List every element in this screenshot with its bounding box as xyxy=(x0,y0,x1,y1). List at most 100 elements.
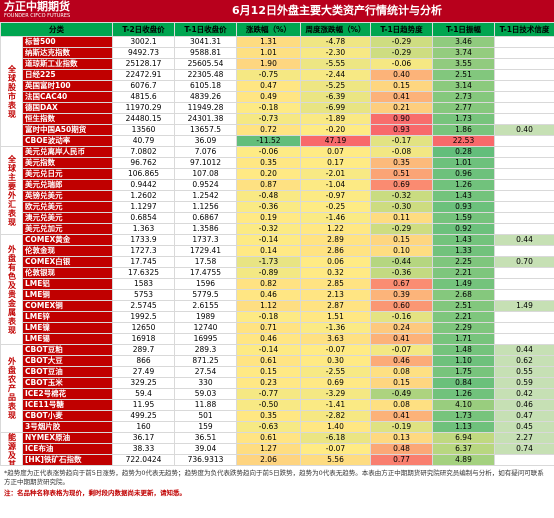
asset-name: CBOT豆油 xyxy=(22,366,113,378)
asset-name: ICE11号糖 xyxy=(22,399,113,411)
cell: -1.04 xyxy=(300,179,371,191)
cell: 866 xyxy=(112,355,175,367)
asset-name: 日经225 xyxy=(22,69,113,81)
cell: 0.82 xyxy=(236,278,301,290)
cell: -6.39 xyxy=(300,91,371,103)
asset-name: [HK]铁矿石指数 xyxy=(22,454,113,466)
cell: -0.30 xyxy=(370,201,433,213)
cell: 17.6325 xyxy=(112,267,175,279)
cell: 1583 xyxy=(112,278,175,290)
cell xyxy=(494,69,554,81)
cell: 0.13 xyxy=(370,432,433,444)
cell xyxy=(494,223,554,235)
cell: 2.25 xyxy=(432,256,495,268)
cell: 0.32 xyxy=(300,267,371,279)
row: CBOE波动率 40.79 36.09 -11.52 47.19 -0.17 22.53 xyxy=(1,135,554,147)
cell: 1.90 xyxy=(236,58,301,70)
asset-name: LME铜 xyxy=(22,289,113,301)
asset-name: 英镑兑美元 xyxy=(22,190,113,202)
cell: 12650 xyxy=(112,322,175,334)
cell: 1.59 xyxy=(432,212,495,224)
cell: 36.17 xyxy=(112,432,175,444)
cell: 0.49 xyxy=(236,91,301,103)
cell: 160 xyxy=(112,421,175,433)
cell: -0.06 xyxy=(236,146,301,158)
cell: 0.40 xyxy=(494,124,554,136)
cell: 2.89 xyxy=(300,234,371,246)
cell: 11970.29 xyxy=(112,102,175,114)
row: CBOT大豆 866 871.25 0.61 0.30 0.46 1.10 0.62 xyxy=(1,355,554,367)
cell: -0.07 xyxy=(370,344,433,356)
cell: 0.07 xyxy=(300,146,371,158)
cell: -0.29 xyxy=(370,47,433,59)
cell: 17.4755 xyxy=(174,267,237,279)
row: 外盘农产品表现 CBOT豆粕 289.7 289.3 -0.14 -0.07 -0.07 1.… xyxy=(0,344,554,433)
cell: 1.48 xyxy=(432,344,495,356)
cell: 3.14 xyxy=(432,80,495,92)
row: 伦敦银现 17.6325 17.4755 -0.89 0.32 -0.36 2.21 xyxy=(1,267,554,279)
cell: 0.59 xyxy=(494,377,554,389)
cell: 39.04 xyxy=(174,443,237,455)
cell: -0.49 xyxy=(370,388,433,400)
asset-name: ICE2号棉花 xyxy=(22,388,113,400)
asset-name: 欧元兑美元 xyxy=(22,201,113,213)
cell: 6076.7 xyxy=(112,80,175,92)
row: LME铜 5753 5779.5 0.46 2.13 0.39 2.68 xyxy=(1,289,554,301)
cell: 4815.6 xyxy=(112,91,175,103)
column-header: 周度涨跌幅（%） xyxy=(300,22,371,37)
cell: 13560 xyxy=(112,124,175,136)
cell: 17.58 xyxy=(174,256,237,268)
asset-name: 恒生指数 xyxy=(22,113,113,125)
cell: 1.3586 xyxy=(174,223,237,235)
cell: 9492.73 xyxy=(112,47,175,59)
row: 日经225 22472.91 22305.48 -0.75 -2.44 0.40 2.51 xyxy=(1,69,554,81)
cell: 0.23 xyxy=(236,377,301,389)
cell: 0.35 xyxy=(236,410,301,422)
column-header: 分类 xyxy=(0,22,113,37)
cell: 22305.48 xyxy=(174,69,237,81)
cell: -2.01 xyxy=(300,168,371,180)
cell: 22472.91 xyxy=(112,69,175,81)
cell: 501 xyxy=(174,410,237,422)
cell: 0.47 xyxy=(236,80,301,92)
cell: 0.15 xyxy=(370,80,433,92)
row: LME铝 1583 1596 0.82 2.85 0.67 1.49 xyxy=(1,278,554,290)
row: 外盘有色及贵金属表现 COMEX黄金 1733.9 1737.3 -0.14 2.89 0.… xyxy=(0,234,554,345)
cell xyxy=(494,146,554,158)
cell: 3.55 xyxy=(432,58,495,70)
cell: 5.56 xyxy=(300,454,371,466)
cell: -0.07 xyxy=(300,443,371,455)
cell: 0.30 xyxy=(300,355,371,367)
cell xyxy=(494,278,554,290)
cell: 2.73 xyxy=(432,91,495,103)
cell: 13657.5 xyxy=(174,124,237,136)
cell: -0.08 xyxy=(370,146,433,158)
cell: 1.01 xyxy=(432,157,495,169)
cell: -0.29 xyxy=(370,36,433,48)
column-header: T-1日技术信度 xyxy=(494,22,554,37)
cell: 0.44 xyxy=(494,344,554,356)
cell: 1.01 xyxy=(236,47,301,59)
cell: 25128.17 xyxy=(112,58,175,70)
cell: 0.9524 xyxy=(174,179,237,191)
cell: 722.0424 xyxy=(112,454,175,466)
asset-name: 美元指数 xyxy=(22,157,113,169)
cell: 16995 xyxy=(174,333,237,345)
asset-name: 美元兑瑞郎 xyxy=(22,179,113,191)
cell: 36.51 xyxy=(174,432,237,444)
cell: 24301.38 xyxy=(174,113,237,125)
cell xyxy=(494,168,554,180)
row: 富时中国A50期货 13560 13657.5 0.72 -0.20 0.93 1.86 0.… xyxy=(1,124,554,136)
asset-name: 伦敦银现 xyxy=(22,267,113,279)
cell: 0.47 xyxy=(494,410,554,422)
logo-name: 方正中期期货 xyxy=(4,0,70,13)
cell: 47.19 xyxy=(300,135,371,147)
cell: -2.30 xyxy=(300,47,371,59)
cell: 1596 xyxy=(174,278,237,290)
column-header: T-2日收盘价 xyxy=(112,22,175,37)
row: 3号烟片胶 160 159 -0.63 1.40 -0.19 1.13 0.45 xyxy=(1,421,554,433)
asset-name: 英国富时100 xyxy=(22,80,113,92)
cell: 0.74 xyxy=(494,443,554,455)
cell: 0.77 xyxy=(370,454,433,466)
cell: -0.18 xyxy=(236,102,301,114)
